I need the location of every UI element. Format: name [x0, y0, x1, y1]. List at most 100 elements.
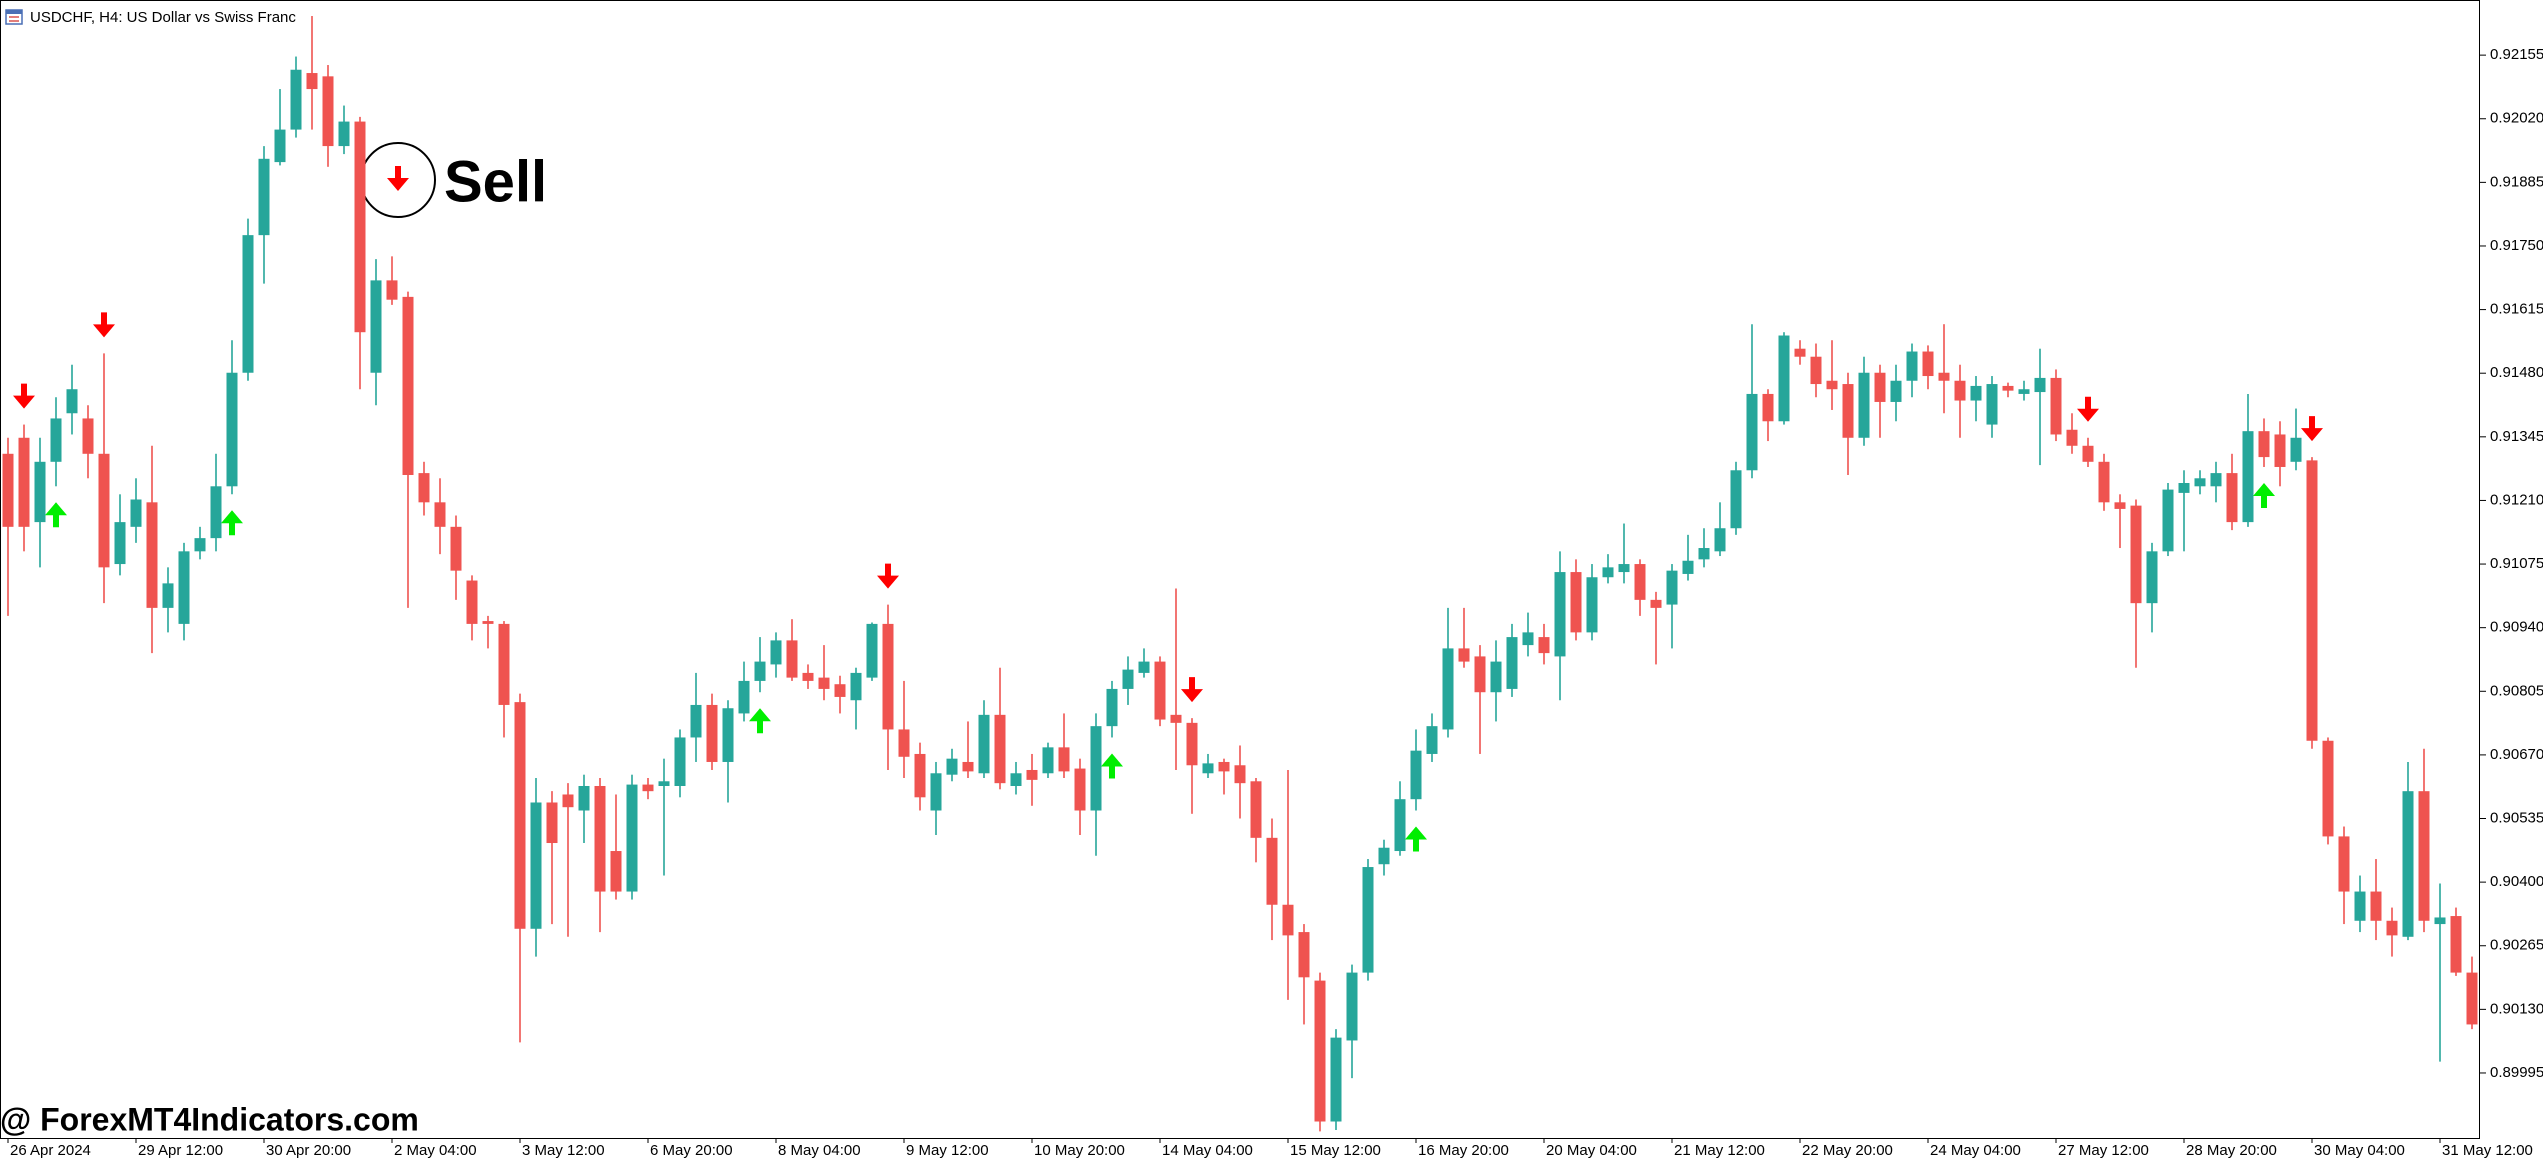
candle-body: [1970, 385, 1982, 401]
x-tick-label: 6 May 20:00: [650, 1142, 733, 1159]
candle-body: [1730, 470, 1742, 529]
x-tick-label: 30 Apr 20:00: [266, 1142, 351, 1159]
x-tick-label: 3 May 12:00: [522, 1142, 605, 1159]
candle-body: [1586, 577, 1598, 633]
candle-body: [2290, 437, 2302, 462]
candle-body: [1890, 380, 1902, 402]
y-tick-label: 0.91345: [2490, 428, 2543, 445]
candle-body: [594, 785, 606, 892]
y-tick-label: 0.91750: [2490, 237, 2543, 254]
x-tick-label: 20 May 04:00: [1546, 1142, 1637, 1159]
candle-body: [610, 851, 622, 892]
candle-body: [2322, 740, 2334, 837]
y-tick-label: 0.91885: [2490, 173, 2543, 190]
title-icon: [5, 9, 23, 25]
candle-body: [1122, 669, 1134, 689]
x-tick-label: 28 May 20:00: [2186, 1142, 2277, 1159]
candle-body: [2162, 489, 2174, 552]
y-tick-label: 0.90265: [2490, 937, 2543, 954]
candle-body: [1298, 932, 1310, 978]
candle-body: [1138, 661, 1150, 673]
candle-body: [2130, 505, 2142, 604]
sell-arrow: [2077, 396, 2099, 422]
candle-body: [418, 473, 430, 503]
x-tick-label: 16 May 20:00: [1418, 1142, 1509, 1159]
candle-body: [370, 280, 382, 373]
candle-body: [818, 677, 830, 689]
candle-body: [1922, 351, 1934, 377]
candle-body: [1778, 335, 1790, 422]
buy-arrow: [1405, 826, 1427, 852]
candle-body: [1282, 904, 1294, 936]
candle-body: [1026, 769, 1038, 780]
candle-body: [386, 280, 398, 300]
candle-body: [1698, 548, 1710, 560]
candle-body: [1634, 564, 1646, 600]
candle-body: [626, 784, 638, 892]
candle-body: [2034, 377, 2046, 393]
candle-body: [322, 76, 334, 147]
x-tick-label: 14 May 04:00: [1162, 1142, 1253, 1159]
candle-body: [1570, 572, 1582, 633]
candle-body: [1762, 393, 1774, 422]
y-tick-label: 0.90940: [2490, 619, 2543, 636]
sell-legend-icon: [360, 142, 436, 218]
candle-body: [1426, 726, 1438, 754]
buy-arrow: [749, 708, 771, 734]
candle-body: [1906, 351, 1918, 381]
candle-body: [402, 296, 414, 475]
candle-body: [866, 623, 878, 678]
candle-body: [1266, 837, 1278, 905]
candle-body: [850, 672, 862, 701]
candle-body: [34, 461, 46, 523]
x-tick-label: 24 May 04:00: [1930, 1142, 2021, 1159]
candle-body: [1394, 799, 1406, 852]
candle-body: [2274, 434, 2286, 467]
candle-body: [434, 502, 446, 527]
candle-body: [2338, 836, 2350, 892]
x-tick-label: 22 May 20:00: [1802, 1142, 1893, 1159]
candle-body: [994, 714, 1006, 784]
candle-body: [546, 802, 558, 844]
y-tick-label: 0.91480: [2490, 364, 2543, 381]
candle-body: [2066, 429, 2078, 446]
sell-arrow: [13, 383, 35, 409]
candle-body: [2354, 891, 2366, 921]
candle-body: [834, 684, 846, 697]
candle-body: [1202, 763, 1214, 774]
candle-body: [1522, 632, 1534, 646]
candle-body: [690, 704, 702, 738]
candle-body: [578, 785, 590, 811]
candle-body: [2178, 483, 2190, 493]
y-tick-label: 0.91615: [2490, 301, 2543, 318]
x-tick-label: 27 May 12:00: [2058, 1142, 2149, 1159]
y-tick-label: 0.90670: [2490, 746, 2543, 763]
candle-body: [194, 538, 206, 552]
candle-body: [1106, 688, 1118, 727]
y-tick-label: 0.92155: [2490, 46, 2543, 63]
candle-body: [978, 714, 990, 774]
candle-body: [450, 526, 462, 571]
buy-arrow: [1101, 753, 1123, 779]
candle-body: [2306, 460, 2318, 741]
candle-body: [1154, 661, 1166, 720]
candle-body: [1314, 980, 1326, 1122]
y-tick-label: 0.90535: [2490, 809, 2543, 826]
y-tick-label: 0.90400: [2490, 873, 2543, 890]
candle-body: [1650, 599, 1662, 608]
candle-body: [338, 121, 350, 147]
candle-body: [1714, 528, 1726, 552]
plot-frame: [0, 0, 2480, 1139]
candle-body: [562, 794, 574, 808]
candle-body: [1458, 648, 1470, 662]
candle-body: [18, 437, 30, 527]
candle-body: [642, 784, 654, 792]
candle-body: [2450, 916, 2462, 973]
candle-body: [1874, 372, 1886, 402]
candle-body: [1362, 867, 1374, 973]
candle-body: [274, 129, 286, 163]
candle-body: [1746, 393, 1758, 471]
candle-body: [2098, 461, 2110, 503]
candle-body: [882, 623, 894, 730]
